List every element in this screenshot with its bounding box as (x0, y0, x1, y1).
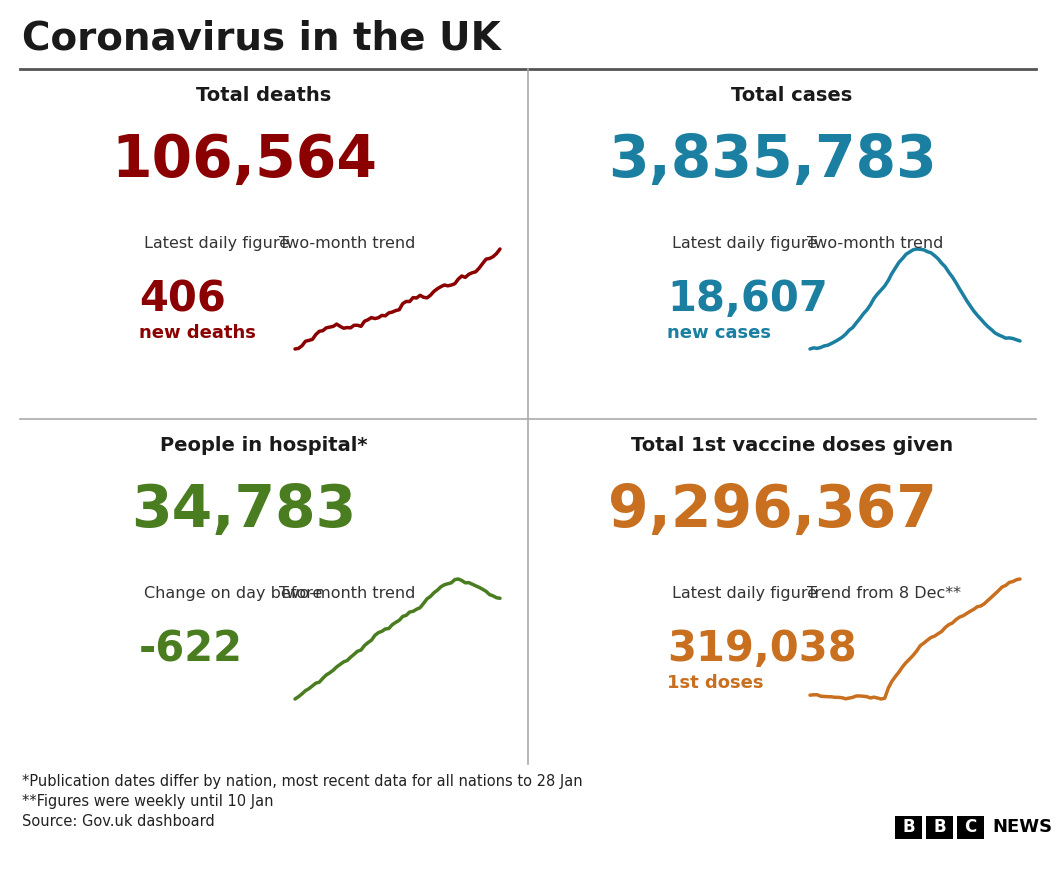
Text: 18,607: 18,607 (667, 278, 828, 320)
Text: 106,564: 106,564 (111, 132, 377, 189)
Text: Total 1st vaccine doses given: Total 1st vaccine doses given (630, 436, 954, 455)
FancyBboxPatch shape (895, 816, 922, 839)
FancyBboxPatch shape (926, 816, 953, 839)
Text: new cases: new cases (667, 324, 771, 342)
Text: Coronavirus in the UK: Coronavirus in the UK (22, 19, 501, 57)
Text: Latest daily figure: Latest daily figure (672, 586, 817, 601)
Text: Two-month trend: Two-month trend (807, 236, 943, 251)
Text: 34,783: 34,783 (131, 482, 357, 539)
Text: Latest daily figure: Latest daily figure (672, 236, 817, 251)
Text: Trend from 8 Dec**: Trend from 8 Dec** (807, 586, 961, 601)
FancyBboxPatch shape (957, 816, 984, 839)
Text: Two-month trend: Two-month trend (279, 236, 415, 251)
Text: 3,835,783: 3,835,783 (607, 132, 937, 189)
Text: *Publication dates differ by nation, most recent data for all nations to 28 Jan: *Publication dates differ by nation, mos… (22, 774, 583, 789)
Text: Total cases: Total cases (732, 86, 852, 105)
Text: 9,296,367: 9,296,367 (607, 482, 937, 539)
Text: People in hospital*: People in hospital* (161, 436, 367, 455)
Text: B: B (902, 818, 914, 836)
Text: **Figures were weekly until 10 Jan: **Figures were weekly until 10 Jan (22, 794, 274, 809)
Text: 319,038: 319,038 (667, 628, 856, 670)
Text: 1st doses: 1st doses (667, 674, 763, 692)
Text: Latest daily figure: Latest daily figure (144, 236, 289, 251)
Text: -622: -622 (139, 628, 243, 670)
Text: 406: 406 (139, 278, 226, 320)
Text: Two-month trend: Two-month trend (279, 586, 415, 601)
Text: C: C (964, 818, 977, 836)
Text: Total deaths: Total deaths (196, 86, 332, 105)
Text: NEWS: NEWS (992, 818, 1052, 836)
Text: Source: Gov.uk dashboard: Source: Gov.uk dashboard (22, 814, 214, 829)
Text: Change on day before: Change on day before (144, 586, 322, 601)
Text: B: B (934, 818, 946, 836)
Text: new deaths: new deaths (139, 324, 256, 342)
